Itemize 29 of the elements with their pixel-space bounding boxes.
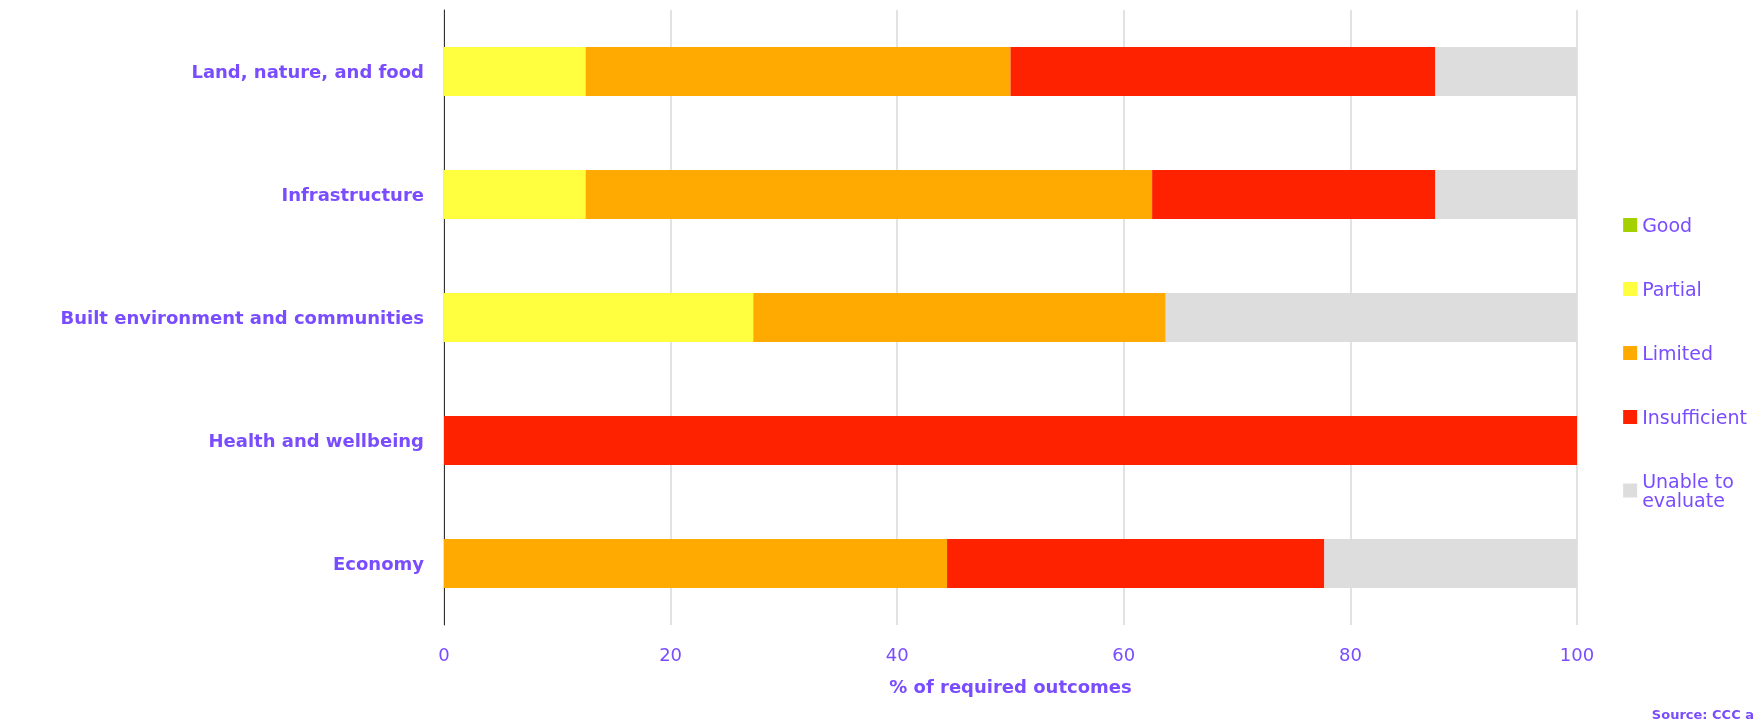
y-tick-label: Health and wellbeing	[208, 430, 424, 451]
bar	[444, 46, 586, 97]
bar	[1010, 46, 1436, 97]
bar	[585, 46, 1011, 97]
x-tick-label: 20	[659, 643, 683, 665]
legend-label: Limited	[1642, 342, 1713, 364]
y-tick-label: Economy	[332, 553, 425, 574]
bar	[444, 415, 1577, 466]
x-tick-label: 40	[885, 643, 909, 665]
y-tick-label: Infrastructure	[281, 184, 424, 205]
legend-label: Partial	[1642, 278, 1702, 300]
bar	[444, 538, 948, 589]
bar	[947, 538, 1325, 589]
legend-label: Good	[1642, 214, 1693, 236]
x-tick-label: 100	[1559, 643, 1595, 665]
bar	[1152, 169, 1436, 220]
x-tick-label: 60	[1112, 643, 1136, 665]
bar	[585, 169, 1153, 220]
bar	[444, 292, 754, 343]
y-tick-label: Built environment and communities	[60, 307, 424, 328]
x-tick-label: 80	[1338, 643, 1362, 665]
source-note: Source: CCC a	[1651, 707, 1755, 722]
bar	[753, 292, 1166, 343]
x-axis-title: % of required outcomes	[889, 675, 1132, 697]
legend-label: Insufficient	[1642, 406, 1748, 428]
legend-label: Unable to evaluate	[1642, 470, 1740, 511]
bar	[444, 169, 586, 220]
y-tick-label: Land, nature, and food	[191, 61, 424, 82]
x-tick-label: 0	[438, 643, 450, 665]
